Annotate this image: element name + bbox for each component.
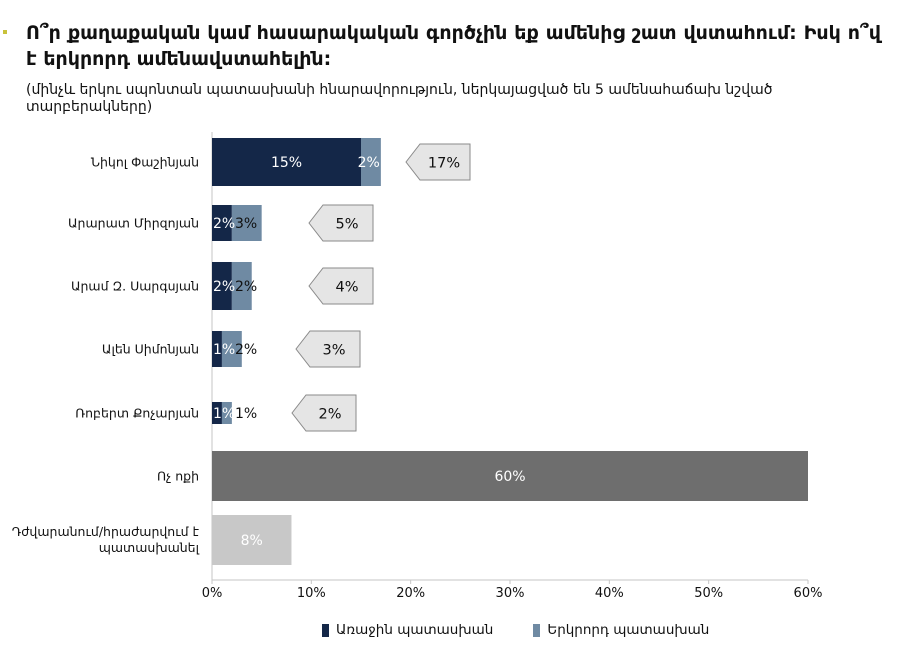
total-label: 17% <box>428 156 460 172</box>
bar-first-response <box>212 205 232 241</box>
accent-mark <box>3 30 7 34</box>
total-callout <box>308 204 374 242</box>
bar-single <box>212 451 808 501</box>
total-callout <box>295 330 361 368</box>
bar-first-response <box>212 402 222 424</box>
data-label: 1% <box>213 342 235 358</box>
bar-first-response <box>212 262 232 310</box>
data-label: 2% <box>213 279 235 295</box>
total-label: 5% <box>335 217 358 233</box>
x-tick-label: 60% <box>794 586 823 601</box>
bar-first-response <box>212 138 361 186</box>
total-callout <box>405 143 471 181</box>
total-callout <box>291 394 357 432</box>
bar-second-response <box>361 138 381 186</box>
data-label: 2% <box>235 342 257 358</box>
data-label: 60% <box>494 469 525 485</box>
data-label: 8% <box>241 533 263 549</box>
bar-second-response <box>221 331 242 367</box>
x-tick-label: 10% <box>297 586 326 601</box>
total-callout <box>308 267 374 305</box>
x-tick-label: 20% <box>396 586 425 601</box>
category-label: Ոչ ոքի <box>157 469 199 484</box>
legend-item-second: Երկրորդ պատասխան <box>533 622 709 638</box>
chart-title: Ո՞ր քաղաքական կամ հասարակական գործչին եք… <box>26 22 881 70</box>
category-label: Ալեն Սիմոնյան <box>102 342 199 357</box>
legend-label-second: Երկրորդ պատասխան <box>547 622 710 638</box>
legend-label-first: Առաջին պատասխան <box>336 622 494 638</box>
category-label: Արամ Զ. Սարգսյան <box>71 279 199 294</box>
data-label: 15% <box>271 155 302 171</box>
bar-second-response <box>231 262 252 310</box>
category-label: Արարատ Միրզոյան <box>68 216 199 231</box>
bar-first-response <box>212 331 222 367</box>
x-tick-label: 40% <box>595 586 624 601</box>
legend: Առաջին պատասխան Երկրորդ պատասխան <box>322 621 749 639</box>
legend-swatch-first <box>322 623 329 637</box>
chart-subtitle: (մինչև երկու սպոնտան պատասխանի հնարավորո… <box>26 82 773 115</box>
data-label: 1% <box>235 406 257 422</box>
bar-second-response <box>221 402 232 424</box>
total-label: 2% <box>318 407 341 423</box>
data-label: 2% <box>235 279 257 295</box>
x-tick-label: 30% <box>496 586 525 601</box>
bar-second-response <box>231 205 262 241</box>
data-label: 3% <box>235 216 257 232</box>
data-label: 2% <box>358 155 380 171</box>
legend-item-first: Առաջին պատասխան <box>322 622 493 638</box>
bar-single <box>212 515 292 565</box>
data-label: 1% <box>213 406 235 422</box>
data-label: 2% <box>213 216 235 232</box>
x-tick-label: 50% <box>694 586 723 601</box>
total-label: 3% <box>322 343 345 359</box>
x-tick-label: 0% <box>202 586 223 601</box>
legend-swatch-second <box>533 623 541 637</box>
category-label: Նիկոլ Փաշինյան <box>91 155 199 170</box>
total-label: 4% <box>335 280 358 296</box>
category-label: պատասխանել <box>99 540 200 555</box>
category-label: Ռոբերտ Քոչարյան <box>75 406 199 421</box>
category-label: Դժվարանում/հրաժարվում է <box>12 524 200 539</box>
